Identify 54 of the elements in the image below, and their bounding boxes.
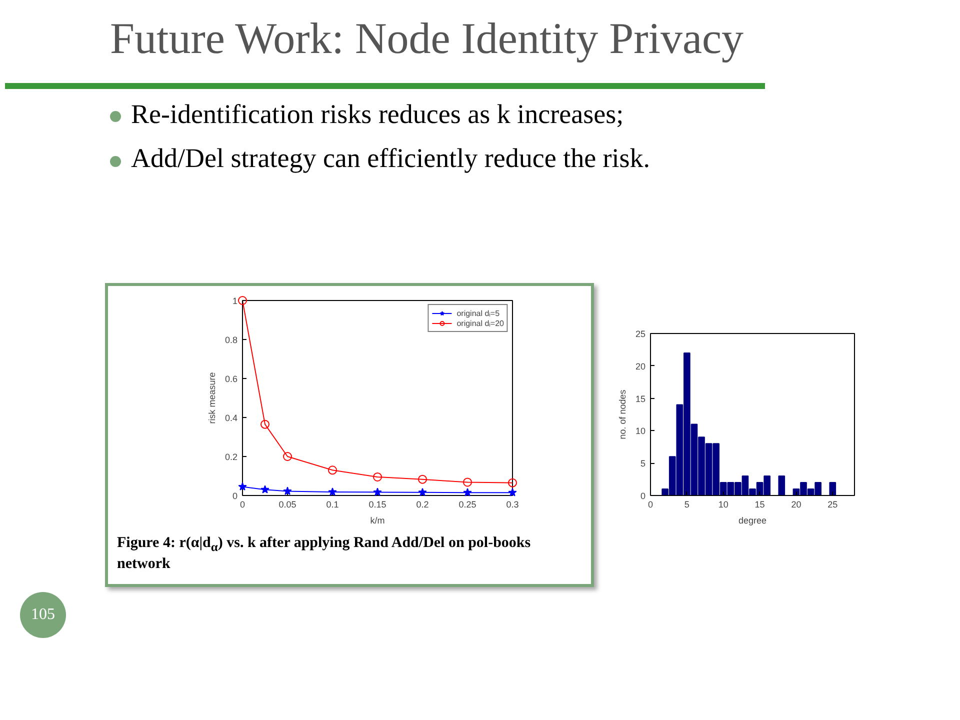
x-tick-label: 5 xyxy=(684,500,690,510)
point xyxy=(238,482,247,490)
x-tick-label: 15 xyxy=(754,500,765,510)
text: Future Work: Node Identity Privacy xyxy=(110,13,745,65)
y-tick-label: 0 xyxy=(232,491,238,501)
x-tick-label: 10 xyxy=(718,500,728,510)
x-tick-label: 0.25 xyxy=(458,500,476,510)
legend-label: original dᵢ=20 xyxy=(456,318,504,328)
point xyxy=(373,488,382,496)
y-tick-label: 20 xyxy=(635,361,646,372)
y-tick-label: 10 xyxy=(635,426,646,436)
text: Re-identification risks reduces as k increases; xyxy=(130,98,625,131)
x-tick-label: 0.1 xyxy=(326,500,339,510)
text: Add/Del strategy can efficiently reduce the risk. xyxy=(130,142,652,176)
y-tick-label: 25 xyxy=(635,329,646,339)
x-axis-title: degree xyxy=(738,516,767,526)
bar xyxy=(778,476,786,496)
point xyxy=(373,472,382,482)
legend-label: original dᵢ=5 xyxy=(456,308,500,318)
point xyxy=(283,486,292,495)
y-axis-title: risk measure xyxy=(206,372,217,424)
x-tick-label: 0 xyxy=(648,500,654,510)
y-tick-label: 1 xyxy=(232,296,238,306)
y-tick-label: 0 xyxy=(640,491,646,501)
point xyxy=(283,452,292,461)
y-tick-label: 5 xyxy=(640,458,646,469)
y-tick-label: 0.6 xyxy=(224,374,238,384)
x-tick-label: 0.05 xyxy=(278,500,296,510)
point xyxy=(260,485,270,494)
y-tick-label: 0.2 xyxy=(224,452,238,462)
text: Figure 4: r(α|d$_{α}$) vs. k after applying Rand Add/Del on pol-books network xyxy=(117,535,531,572)
x-tick-label: 0.15 xyxy=(368,500,386,510)
y-tick-label: 0.4 xyxy=(224,413,238,423)
point xyxy=(238,296,247,305)
point xyxy=(328,466,337,475)
bar xyxy=(829,482,836,496)
x-axis-title: k/m xyxy=(370,516,385,526)
y-axis-title: no. of nodes xyxy=(617,389,628,440)
point xyxy=(508,488,517,496)
point xyxy=(260,420,270,429)
x-tick-label: 25 xyxy=(828,500,838,510)
point xyxy=(418,474,427,484)
x-tick-label: 0.2 xyxy=(416,500,429,510)
y-tick-label: 15 xyxy=(635,394,646,404)
point xyxy=(508,478,517,488)
y-tick-label: 0.8 xyxy=(224,335,238,345)
x-tick-label: 20 xyxy=(791,500,802,510)
x-tick-label: 0.3 xyxy=(506,500,519,510)
x-tick-label: 0 xyxy=(240,500,246,510)
point xyxy=(463,488,472,496)
text: 105 xyxy=(20,592,66,638)
point xyxy=(418,488,427,496)
point xyxy=(463,478,472,487)
point xyxy=(328,487,337,496)
